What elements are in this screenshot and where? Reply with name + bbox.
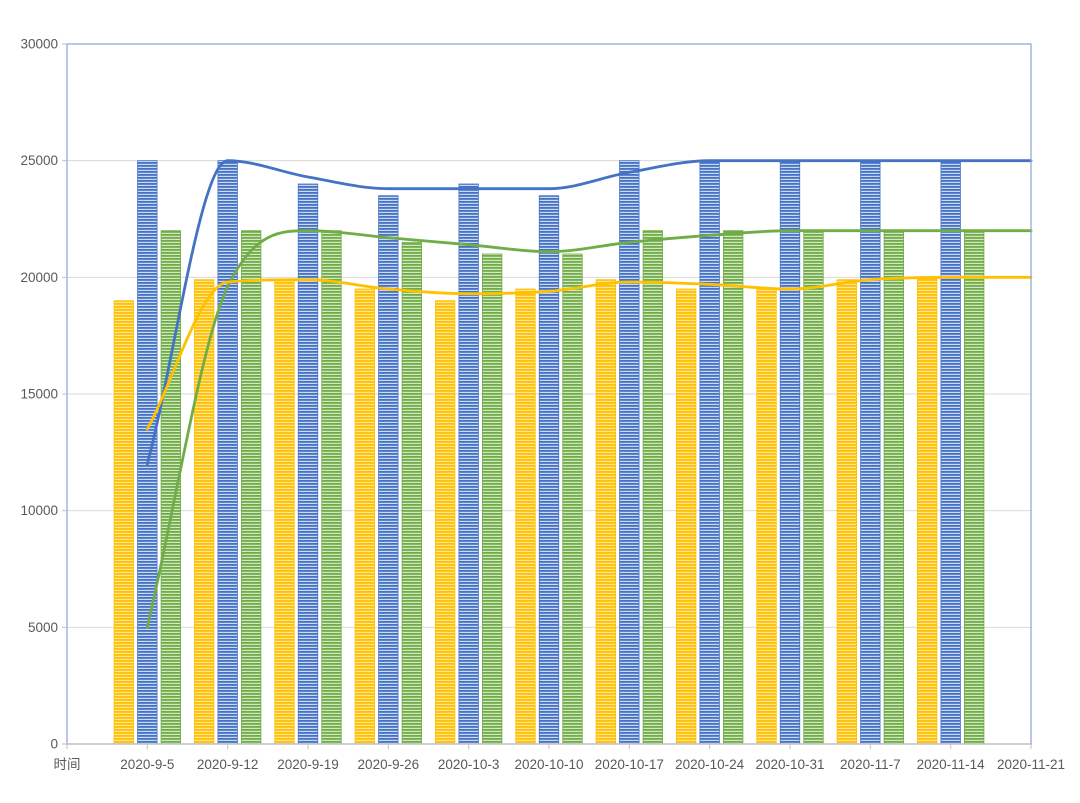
green-bars-bar[interactable] [401,241,422,745]
green-bars-bar[interactable] [482,253,503,745]
yellow-line[interactable] [145,275,1033,431]
tick-marks [62,43,1032,749]
blue-bars-bar[interactable] [297,183,319,745]
x-axis-labels: 时间 2020-9-5 2020-9-12 2020-9-19 2020-9-26 202… [54,757,1066,772]
blue-bars-bar[interactable] [378,195,399,745]
blue-bars-bar[interactable] [217,160,238,745]
x-tick-label: 2020-9-19 [277,757,339,772]
x-tick-label: 2020-10-10 [514,757,583,772]
y-tick-label: 15000 [20,387,58,402]
green-bars [160,230,985,745]
blue-bars-bar[interactable] [699,160,720,745]
x-tick-label: 2020-11-21 [997,757,1065,772]
blue-bars [137,160,961,745]
yellow-bars-bar[interactable] [756,288,777,745]
green-bars-bar[interactable] [964,230,985,745]
yellow-bars-bar[interactable] [354,288,375,745]
yellow-bars-bar[interactable] [917,276,938,745]
yellow-bars-bar[interactable] [113,300,134,745]
green-bars-bar[interactable] [642,230,663,745]
green-bars-bar[interactable] [241,230,262,745]
y-tick-label: 30000 [20,37,58,52]
bar-series-group [113,160,985,745]
yellow-bars-bar[interactable] [274,279,295,745]
x-tick-label: 2020-9-26 [358,757,420,772]
x-tick-label: 2020-11-14 [917,757,986,772]
green-bars-bar[interactable] [321,230,342,745]
green-bars-bar[interactable] [723,230,744,745]
green-bars-bar[interactable] [562,253,583,745]
blue-bars-bar[interactable] [137,160,158,745]
x-tick-label: 2020-9-12 [197,757,259,772]
green-bars-bar[interactable] [803,230,824,745]
y-tick-label: 10000 [20,503,58,518]
y-tick-label: 20000 [20,270,58,285]
x-tick-label: 2020-10-31 [755,757,824,772]
yellow-bars-bar[interactable] [515,288,536,745]
y-tick-label: 25000 [20,153,58,168]
y-tick-label: 0 [50,737,58,752]
x-tick-label: 2020-10-17 [595,757,664,772]
blue-bars-bar[interactable] [538,195,560,745]
blue-bars-bar[interactable] [860,160,881,745]
green-bars-bar[interactable] [883,230,904,745]
y-tick-label: 5000 [28,620,58,635]
yellow-bars-bar[interactable] [836,279,857,745]
yellow-bars-bar[interactable] [676,288,697,745]
y-axis-labels: 0 5000 10000 15000 20000 25000 30000 [20,37,58,752]
blue-line[interactable] [145,159,1033,466]
blue-bars-bar[interactable] [619,160,640,745]
x-tick-label: 时间 [54,757,81,772]
yellow-bars-bar[interactable] [595,279,616,745]
x-tick-label: 2020-10-3 [438,757,500,772]
blue-bars-bar[interactable] [458,183,479,745]
x-tick-label: 2020-10-24 [675,757,745,772]
line-series-group [145,159,1033,629]
x-tick-label: 2020-11-7 [840,757,901,772]
yellow-bars-bar[interactable] [194,279,215,745]
yellow-bars-bar[interactable] [435,300,456,745]
blue-bars-bar[interactable] [940,160,961,745]
blue-bars-bar[interactable] [779,160,801,745]
x-tick-label: 2020-9-5 [120,757,174,772]
